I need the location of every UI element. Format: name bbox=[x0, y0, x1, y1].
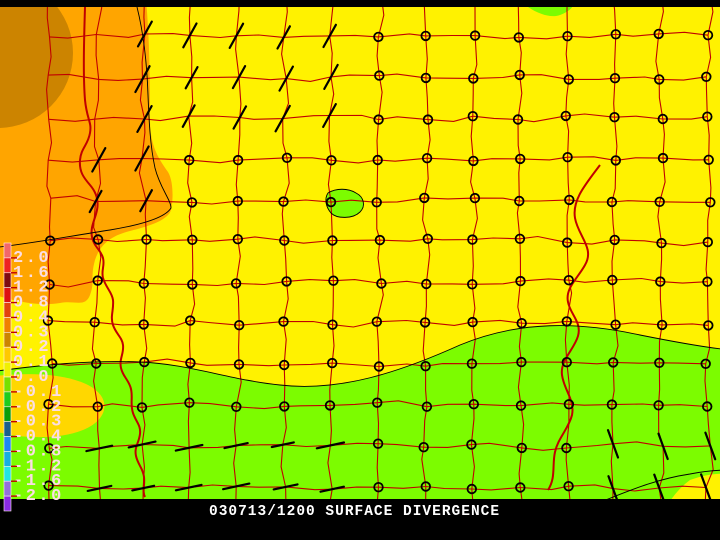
svg-text:030713/1200 SURFACE DIVERGENCE: 030713/1200 SURFACE DIVERGENCE bbox=[209, 504, 500, 520]
svg-text:-2.0: -2.0 bbox=[13, 487, 64, 506]
